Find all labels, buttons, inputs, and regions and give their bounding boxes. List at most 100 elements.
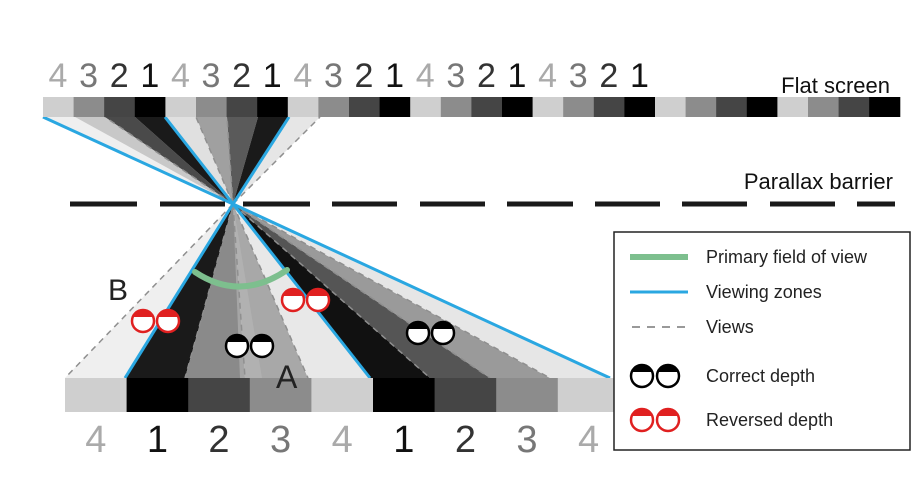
- viewing-zone-line: [232, 202, 611, 380]
- screen-pixel-view-1: [624, 97, 656, 117]
- screen-pixel-view-2: [471, 97, 503, 117]
- screen-pixel-view-2: [226, 97, 258, 117]
- bottom-view-number: 2: [455, 419, 476, 461]
- legend: Primary field of view Viewing zones View…: [613, 231, 911, 451]
- top-view-number: 1: [508, 57, 527, 95]
- flat-screen-label: Flat screen: [781, 73, 890, 98]
- bottom-view-number: 4: [85, 419, 106, 461]
- top-view-number: 3: [324, 57, 343, 95]
- legend-label-viewing-zones: Viewing zones: [706, 282, 822, 302]
- viewing-plane-cell-view-2: [188, 378, 251, 412]
- screen-pixel-view-2: [349, 97, 381, 117]
- screen-pixel-view-3: [440, 97, 472, 117]
- top-view-number: 4: [171, 57, 190, 95]
- screen-pixel-view-3: [563, 97, 595, 117]
- screen-pixel-view-4: [532, 97, 564, 117]
- top-view-number: 1: [140, 57, 159, 95]
- screen-pixel-view-3: [196, 97, 228, 117]
- black-eyes-icon: [629, 363, 681, 389]
- red-eyes-icon: [629, 407, 681, 433]
- black-eyes-icon: [224, 333, 275, 359]
- top-view-number: 3: [79, 57, 98, 95]
- screen-pixel-view-4: [777, 97, 809, 117]
- bottom-view-number: 3: [516, 419, 537, 461]
- bottom-view-number: 1: [393, 419, 414, 461]
- top-view-number: 3: [446, 57, 465, 95]
- view-line: [232, 116, 321, 205]
- view-line: [226, 116, 234, 205]
- upper-wedge-2: [75, 117, 233, 204]
- bottom-view-number: 3: [270, 419, 291, 461]
- legend-label-primary-field: Primary field of view: [706, 247, 868, 267]
- screen-pixel-view-2: [838, 97, 870, 117]
- screen-pixel-view-2: [716, 97, 748, 117]
- screen-pixel-view-1: [869, 97, 901, 117]
- legend-label-reversed-depth: Reversed depth: [706, 410, 833, 430]
- viewing-plane-cell-view-4: [65, 378, 128, 412]
- view-line: [232, 203, 491, 379]
- bottom-view-number: 1: [147, 419, 168, 461]
- screen-pixel-view-1: [746, 97, 778, 117]
- viewing-zone-line: [123, 203, 235, 379]
- viewing-plane-cell-view-4: [311, 378, 374, 412]
- top-view-number: 4: [293, 57, 312, 95]
- screen-pixel-view-3: [685, 97, 717, 117]
- screen-pixel-view-3: [318, 97, 350, 117]
- view-line: [232, 203, 309, 379]
- upper-wedge-7: [227, 117, 258, 204]
- top-view-number: 2: [355, 57, 374, 95]
- viewing-zone-line: [42, 115, 234, 206]
- screen-pixel-view-4: [165, 97, 197, 117]
- upper-fan: [43, 117, 320, 204]
- top-view-number: 1: [630, 57, 649, 95]
- legend-label-correct-depth: Correct depth: [706, 366, 815, 386]
- viewing-plane-strip: [65, 378, 620, 412]
- top-view-number: 2: [599, 57, 618, 95]
- screen-pixel-view-1: [379, 97, 411, 117]
- view-line: [195, 116, 234, 205]
- view-line: [104, 116, 234, 205]
- red-eyes-icon: [280, 287, 331, 313]
- screen-pixel-view-3: [808, 97, 840, 117]
- viewing-zone-line: [163, 116, 235, 205]
- viewing-zone-line: [231, 203, 372, 379]
- screen-pixel-view-1: [257, 97, 289, 117]
- view-line: [184, 203, 234, 379]
- flat-screen-strip: [43, 97, 901, 117]
- top-view-number: 2: [110, 57, 129, 95]
- top-view-number: 3: [569, 57, 588, 95]
- red-eyes-icon: [130, 308, 181, 334]
- viewing-plane-cell-view-4: [557, 378, 620, 412]
- viewing-plane-cell-view-3: [496, 378, 559, 412]
- bottom-view-number: 4: [332, 419, 353, 461]
- bottom-view-number: 2: [208, 419, 229, 461]
- screen-pixel-view-2: [104, 97, 136, 117]
- upper-wedge-4: [135, 117, 233, 204]
- viewing-fan: [65, 204, 610, 378]
- screen-pixel-view-4: [287, 97, 319, 117]
- reversed-depth-eyes: [130, 287, 331, 334]
- viewing-plane-cell-view-2: [434, 378, 497, 412]
- wedge-view-2-left: [185, 204, 245, 378]
- top-view-number: 4: [416, 57, 435, 95]
- marker-a: A: [276, 359, 298, 395]
- viewing-plane-cell-view-1: [126, 378, 189, 412]
- screen-pixel-view-4: [655, 97, 687, 117]
- top-view-number: 2: [232, 57, 251, 95]
- screen-pixel-view-1: [502, 97, 534, 117]
- legend-label-views: Views: [706, 317, 754, 337]
- screen-pixel-view-4: [410, 97, 442, 117]
- viewing-zone-lines: [42, 115, 611, 380]
- viewing-plane-cell-view-1: [373, 378, 436, 412]
- screen-pixel-view-2: [593, 97, 625, 117]
- correct-depth-eyes: [224, 320, 456, 359]
- marker-b: B: [108, 274, 128, 307]
- black-eyes-icon: [405, 320, 456, 346]
- top-view-number: 2: [477, 57, 496, 95]
- view-line: [64, 203, 234, 379]
- screen-pixel-view-3: [73, 97, 105, 117]
- top-view-number: 4: [49, 57, 68, 95]
- screen-pixel-view-4: [43, 97, 75, 117]
